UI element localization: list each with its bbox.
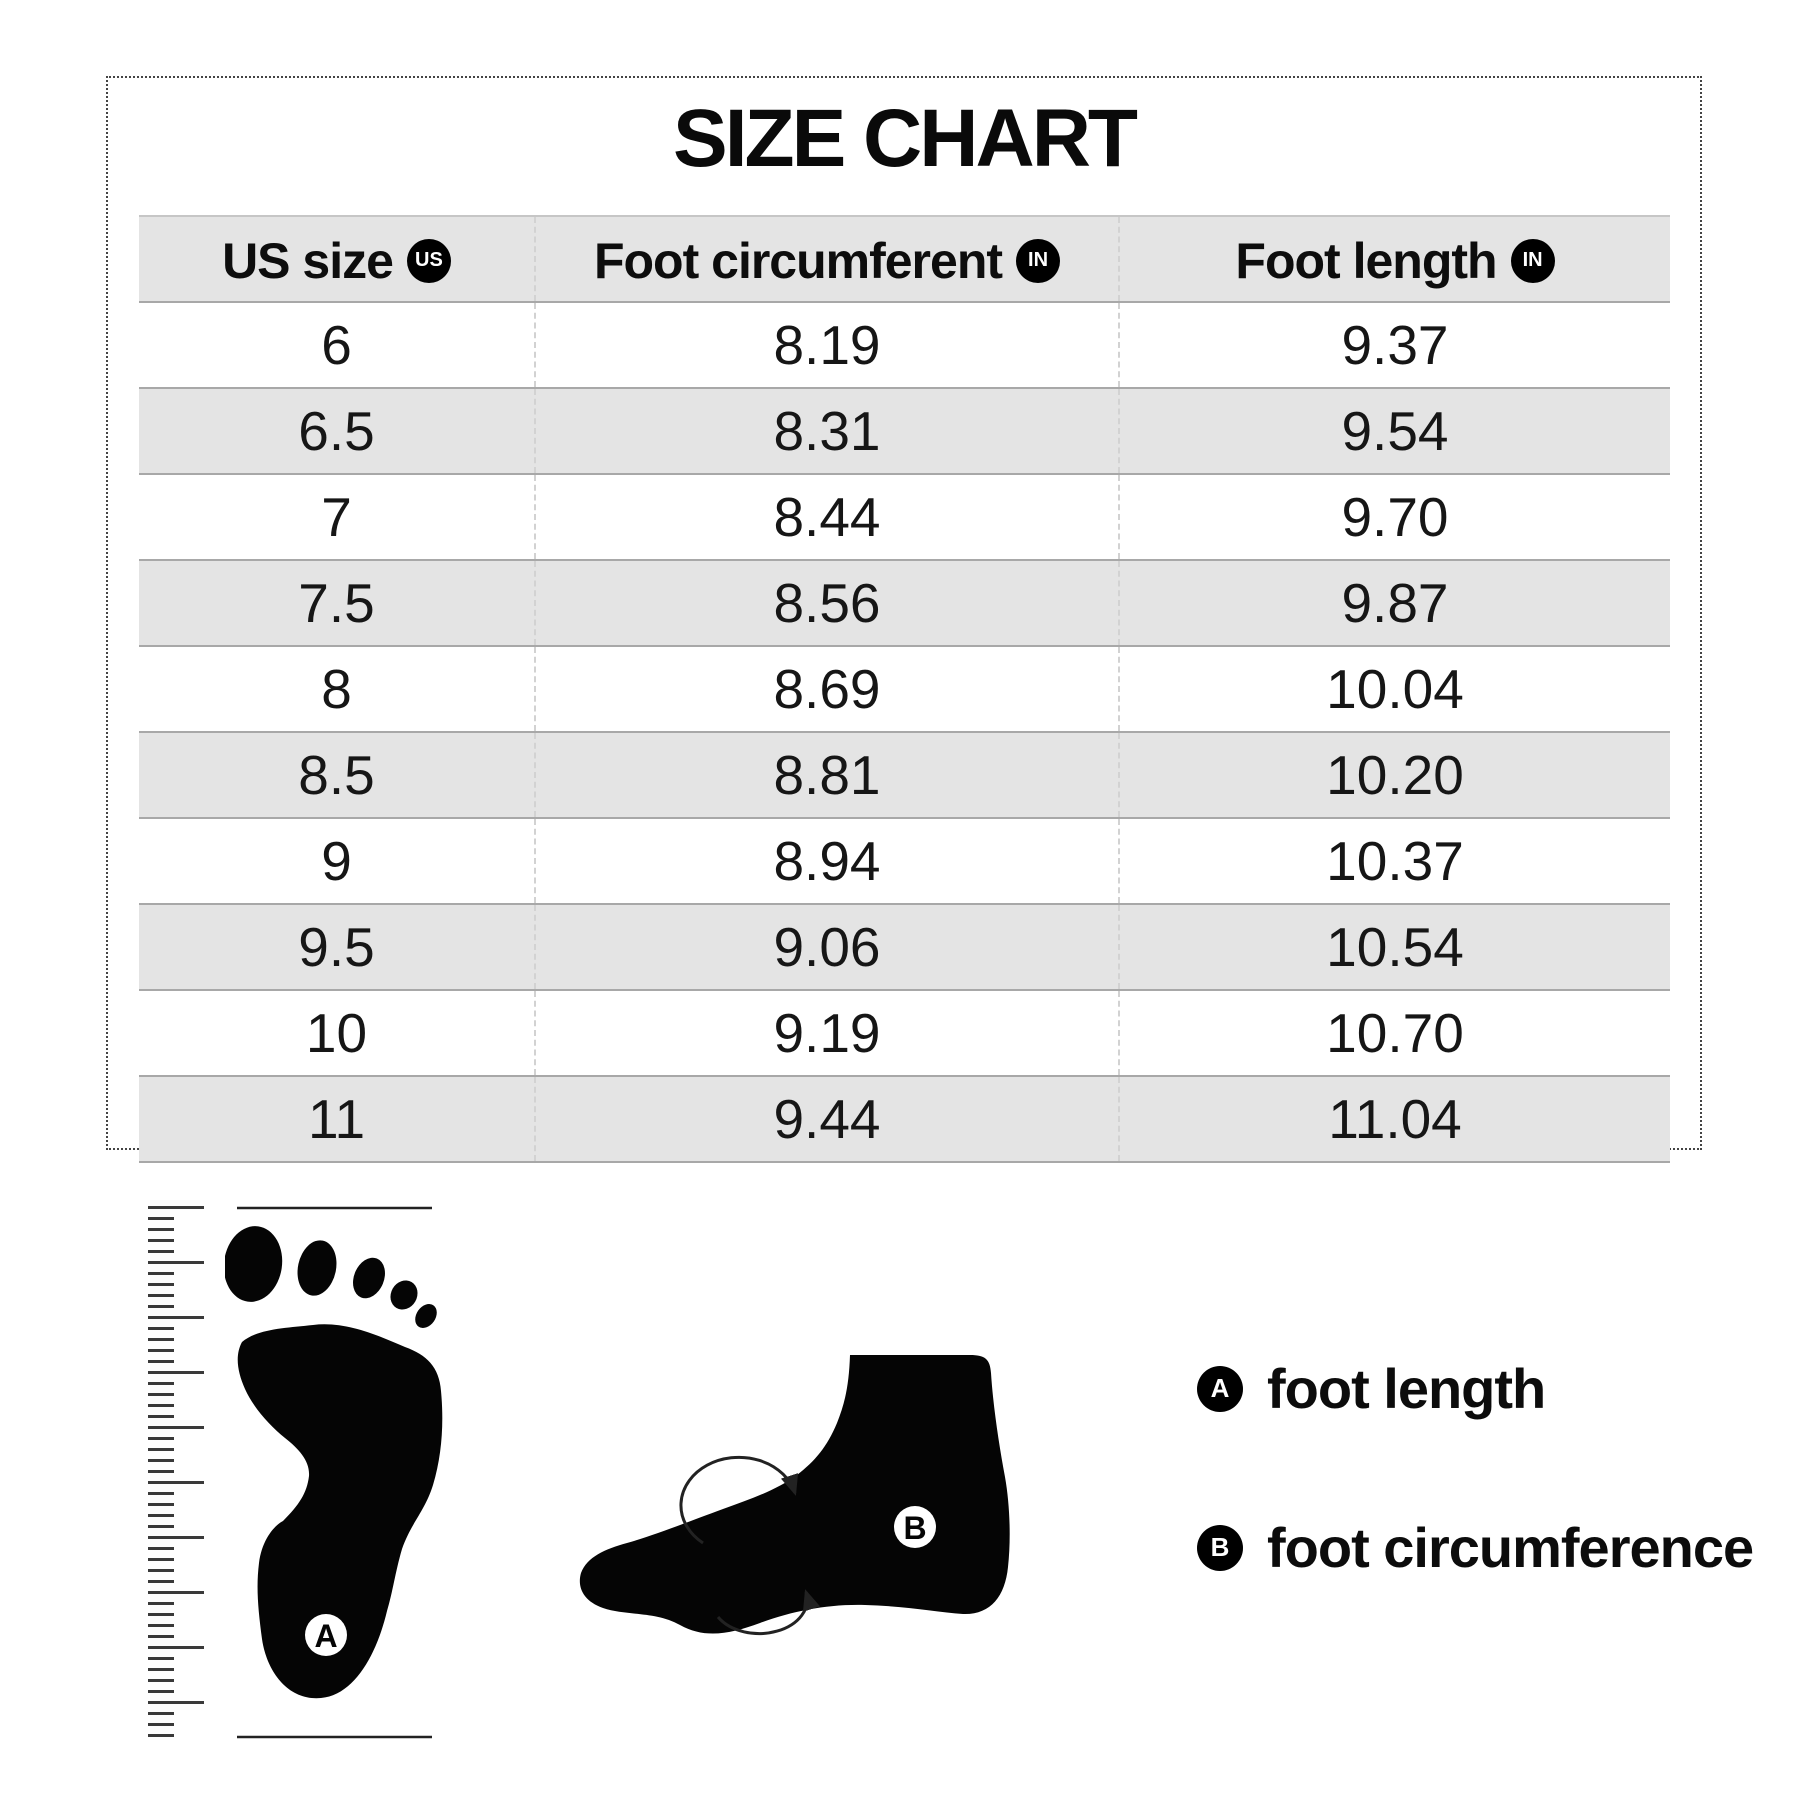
unit-badge-icon: US xyxy=(406,238,451,283)
footprint-sole xyxy=(237,1324,443,1699)
table-cell: 6 xyxy=(321,314,352,376)
column-header: Foot circumferent IN xyxy=(534,215,1119,303)
table-cell: 9.54 xyxy=(1118,388,1670,474)
table-cell: 7 xyxy=(321,486,352,548)
table-cell: 8.69 xyxy=(534,646,1119,732)
table-cell: 10.54 xyxy=(1118,904,1670,990)
table-row: 9.5 9.06 10.54 xyxy=(139,904,1670,990)
circumference-arrow-upper xyxy=(679,1455,799,1545)
size-chart-panel: SIZE CHART US size US Foot circumferent IN F… xyxy=(106,76,1702,1162)
table-cell: 8 xyxy=(321,658,352,720)
legend-label-foot-length: foot length xyxy=(1267,1357,1546,1420)
table-cell: 10.70 xyxy=(1118,990,1670,1076)
table-cell: 8.81 xyxy=(534,732,1119,818)
table-cell: 8.31 xyxy=(534,388,1119,474)
column-header: US size US xyxy=(139,215,535,303)
column-label: Foot circumferent xyxy=(593,232,1003,289)
column-label: US size xyxy=(222,232,394,289)
table-cell: 11 xyxy=(139,1076,535,1162)
table-row: 10 9.19 10.70 xyxy=(139,990,1670,1076)
size-table-header: US size US Foot circumferent IN Foot length I… xyxy=(139,215,1670,303)
table-row: 11 9.44 11.04 xyxy=(139,1076,1670,1162)
legend-item-foot-length: A foot length xyxy=(1197,1356,1546,1421)
table-row: 6.5 8.31 9.54 xyxy=(139,388,1670,474)
table-cell: 8.56 xyxy=(534,560,1119,646)
unit-badge-icon: IN xyxy=(1016,238,1061,283)
table-cell: 9.44 xyxy=(534,1076,1119,1162)
legend-marker-a-icon: A xyxy=(1197,1365,1243,1412)
column-label: Foot length xyxy=(1235,232,1497,289)
table-cell: 10.20 xyxy=(1118,732,1670,818)
table-cell: 6.5 xyxy=(139,388,535,474)
table-cell: 9.5 xyxy=(139,904,535,990)
circumference-arrow-lower xyxy=(716,1589,821,1636)
legend-marker-b-icon: B xyxy=(1197,1524,1243,1571)
table-cell: 8.19 xyxy=(534,302,1119,388)
table-cell: 9 xyxy=(321,830,352,892)
table-cell: 10.04 xyxy=(1118,646,1670,732)
marker-b: B xyxy=(894,1506,936,1548)
sock-silhouette xyxy=(579,1355,1010,1634)
size-table: US size US Foot circumferent IN Foot length I… xyxy=(139,215,1670,1163)
table-cell: 9.37 xyxy=(1118,302,1670,388)
ruler-icon xyxy=(148,1206,204,1737)
table-cell: 8.44 xyxy=(534,474,1119,560)
legend-item-foot-circumference: B foot circumference xyxy=(1197,1515,1754,1580)
table-row: 6 8.19 9.37 xyxy=(139,302,1670,388)
table-cell: 10 xyxy=(305,1002,368,1064)
table-cell: 9.19 xyxy=(534,990,1119,1076)
table-row: 9 8.94 10.37 xyxy=(139,818,1670,904)
table-cell: 10.37 xyxy=(1118,818,1670,904)
header-row: US size US Foot circumferent IN Foot length I… xyxy=(139,215,1670,303)
page-title: SIZE CHART xyxy=(673,93,1138,184)
table-cell: 9.87 xyxy=(1118,560,1670,646)
table-row: 7.5 8.56 9.87 xyxy=(139,560,1670,646)
table-cell: 7.5 xyxy=(139,560,535,646)
table-cell: 11.04 xyxy=(1118,1076,1670,1162)
size-table-body: 6 8.19 9.37 6.5 8.31 9.54 7 8.44 9.70 7.5 8.56 9.87… xyxy=(139,302,1670,1162)
table-row: 7 8.44 9.70 xyxy=(139,474,1670,560)
table-cell: 9.70 xyxy=(1118,474,1670,560)
table-cell: 8.5 xyxy=(139,732,535,818)
sock-icon: B xyxy=(579,1355,1010,1636)
marker-a: A xyxy=(305,1614,347,1656)
svg-text:B: B xyxy=(903,1510,926,1546)
table-cell: 9.06 xyxy=(534,904,1119,990)
column-header: Foot length IN xyxy=(1118,215,1670,303)
unit-badge-icon: IN xyxy=(1510,238,1555,283)
table-row: 8.5 8.81 10.20 xyxy=(139,732,1670,818)
footprint-icon: A xyxy=(225,1206,443,1739)
footprint-toes xyxy=(225,1226,437,1328)
legend-label-foot-circumference: foot circumference xyxy=(1267,1516,1754,1579)
table-cell: 8.94 xyxy=(534,818,1119,904)
svg-text:A: A xyxy=(314,1618,337,1654)
table-row: 8 8.69 10.04 xyxy=(139,646,1670,732)
